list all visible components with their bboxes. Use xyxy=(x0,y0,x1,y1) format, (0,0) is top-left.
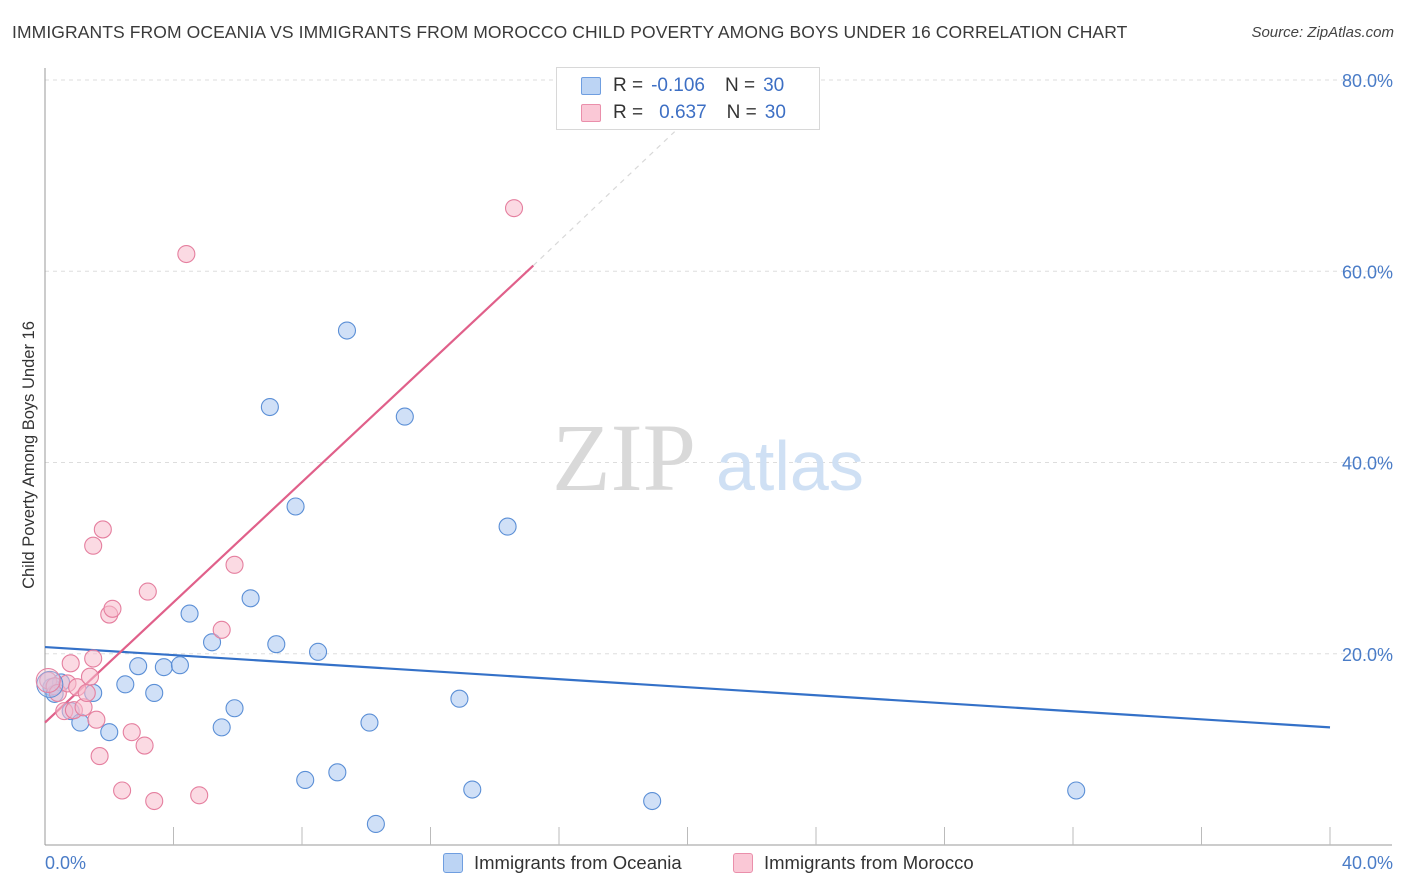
tick-labels: 20.0% 40.0% 60.0% 80.0% 0.0% 40.0% xyxy=(45,71,1393,873)
point-morocco xyxy=(113,781,132,800)
y-tick-label: 80.0% xyxy=(1342,71,1393,91)
point-morocco xyxy=(61,654,80,673)
x-tick-label: 40.0% xyxy=(1342,853,1393,873)
watermark-atlas: atlas xyxy=(716,427,864,505)
point-morocco xyxy=(80,667,100,686)
y-tick-label: 40.0% xyxy=(1342,454,1393,474)
point-morocco xyxy=(225,555,244,574)
point-oceania xyxy=(116,675,135,694)
point-oceania xyxy=(203,633,222,652)
axes xyxy=(44,68,1392,846)
legend-swatch-oceania xyxy=(581,77,601,95)
point-oceania xyxy=(296,770,315,790)
point-oceania xyxy=(241,589,260,608)
legend-r-value: -0.106 xyxy=(651,75,705,96)
point-morocco xyxy=(84,536,103,555)
point-cluster-morocco xyxy=(35,668,61,694)
point-oceania xyxy=(643,791,662,811)
legend-r-label: R = xyxy=(613,75,644,96)
legend-swatch-morocco xyxy=(733,853,753,873)
legend-r-label: R = xyxy=(613,102,644,123)
point-morocco xyxy=(84,649,103,668)
point-morocco xyxy=(138,582,157,601)
point-oceania xyxy=(498,517,517,536)
point-oceania xyxy=(450,689,469,708)
x-tick-label: 0.0% xyxy=(45,853,86,873)
point-oceania xyxy=(170,656,189,675)
point-morocco xyxy=(103,599,122,618)
legend-n-label: N = xyxy=(726,102,757,123)
point-oceania xyxy=(129,657,148,676)
watermark: ZIP atlas xyxy=(552,404,864,511)
legend-r-value: 0.637 xyxy=(659,102,707,123)
legend-row-morocco: R = 0.637 N = 30 xyxy=(581,101,786,125)
point-morocco xyxy=(177,244,196,264)
trend-line-morocco xyxy=(44,264,535,724)
point-oceania xyxy=(225,699,244,718)
legend-n-value: 30 xyxy=(764,102,786,123)
point-oceania xyxy=(366,814,385,834)
trend-lines xyxy=(44,131,1331,729)
point-morocco xyxy=(135,736,154,755)
legend-swatch-oceania xyxy=(443,853,463,873)
watermark-zip: ZIP xyxy=(552,404,696,511)
point-oceania xyxy=(463,780,482,799)
point-oceania xyxy=(145,683,164,703)
point-oceania xyxy=(360,713,379,732)
grid-lines xyxy=(45,79,1392,655)
point-morocco xyxy=(77,683,96,703)
y-axis-title: Child Poverty Among Boys Under 16 xyxy=(20,321,38,589)
trend-extension xyxy=(532,131,676,266)
point-oceania xyxy=(267,635,286,654)
legend-item-oceania[interactable]: Immigrants from Oceania xyxy=(443,852,682,874)
data-points xyxy=(35,199,1086,834)
legend-swatch-morocco xyxy=(581,104,601,122)
point-morocco xyxy=(90,747,109,766)
point-oceania xyxy=(337,321,357,340)
y-tick-label: 20.0% xyxy=(1342,645,1393,665)
point-oceania xyxy=(260,397,279,417)
point-oceania xyxy=(1067,781,1086,800)
series-legend: Immigrants from Oceania Immigrants from … xyxy=(0,852,1406,878)
source-credit: Source: ZipAtlas.com xyxy=(1251,24,1394,41)
legend-row-oceania: R = -0.106 N = 30 xyxy=(581,74,784,98)
y-tick-label: 60.0% xyxy=(1342,262,1393,282)
point-oceania xyxy=(309,642,328,661)
point-oceania xyxy=(395,407,414,426)
point-morocco xyxy=(145,791,164,811)
point-oceania xyxy=(154,658,173,677)
point-oceania xyxy=(180,604,199,623)
point-morocco xyxy=(190,786,209,805)
point-morocco xyxy=(504,199,524,218)
point-morocco xyxy=(93,520,112,539)
legend-label-morocco: Immigrants from Morocco xyxy=(764,852,974,873)
point-morocco xyxy=(87,710,106,729)
legend-n-value: 30 xyxy=(763,75,785,96)
legend-n-label: N = xyxy=(724,75,756,96)
legend-item-morocco[interactable]: Immigrants from Morocco xyxy=(733,852,974,874)
point-oceania xyxy=(212,718,231,737)
point-morocco xyxy=(212,620,231,639)
chart-title: IMMIGRANTS FROM OCEANIA VS IMMIGRANTS FR… xyxy=(12,22,1128,42)
trend-line-oceania xyxy=(44,645,1331,729)
point-oceania xyxy=(100,723,119,742)
point-morocco xyxy=(122,723,141,742)
legend-label-oceania: Immigrants from Oceania xyxy=(474,852,682,873)
stats-legend: R = -0.106 N = 30 R = 0.637 N = 30 xyxy=(556,67,820,130)
point-oceania xyxy=(286,497,305,516)
point-oceania xyxy=(328,763,347,782)
